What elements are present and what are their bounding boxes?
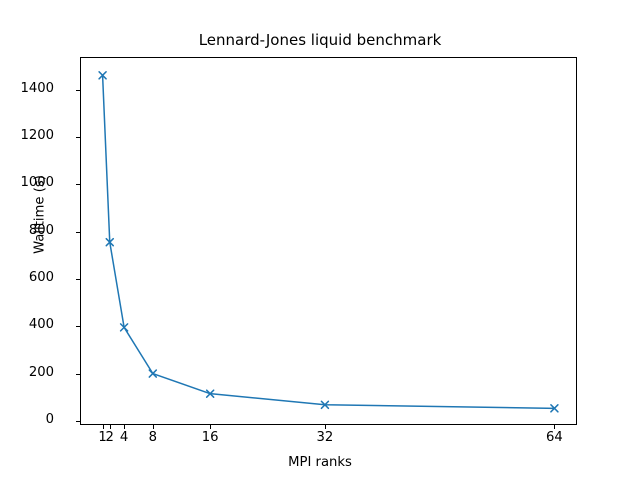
page-title: Lennard-Jones liquid benchmark bbox=[198, 31, 442, 49]
y-tick-mark bbox=[76, 184, 80, 186]
y-tick-label: 200 bbox=[28, 364, 54, 380]
x-tick-label: 8 bbox=[148, 430, 157, 445]
y-axis-label: Walltime (s) bbox=[32, 175, 48, 254]
data-point-marker bbox=[105, 237, 115, 247]
y-tick-label: 1000 bbox=[20, 175, 54, 191]
data-point-marker bbox=[98, 71, 107, 80]
plot-frame bbox=[80, 57, 577, 425]
y-tick-mark bbox=[76, 136, 80, 138]
y-tick-mark bbox=[76, 89, 80, 91]
series-canvas bbox=[98, 71, 559, 413]
x-tick-label: 32 bbox=[316, 430, 334, 445]
y-tick-mark bbox=[76, 326, 80, 328]
data-point-marker bbox=[320, 400, 330, 410]
y-tick-label: 0 bbox=[45, 411, 54, 427]
x-tick-mark bbox=[152, 425, 154, 429]
y-tick-mark bbox=[76, 420, 80, 422]
y-tick-mark bbox=[76, 278, 80, 280]
y-tick-label: 1200 bbox=[20, 127, 54, 143]
data-point-marker bbox=[550, 404, 559, 413]
y-tick-label: 800 bbox=[28, 222, 54, 238]
x-axis-label: MPI ranks bbox=[288, 455, 352, 470]
x-tick-mark bbox=[124, 425, 126, 429]
y-tick-label: 600 bbox=[28, 269, 54, 285]
x-tick-label: 1 bbox=[98, 430, 107, 445]
series-line bbox=[101, 74, 556, 410]
plot-area bbox=[80, 57, 577, 425]
walltime-series bbox=[98, 71, 559, 413]
x-tick-mark bbox=[324, 425, 326, 429]
data-point-marker bbox=[205, 389, 215, 398]
x-tick-label: 4 bbox=[119, 430, 129, 445]
x-tick-label: 16 bbox=[201, 430, 219, 445]
x-tick-mark bbox=[210, 425, 212, 429]
x-tick-label: 2 bbox=[105, 430, 114, 445]
data-point-marker bbox=[119, 323, 129, 332]
x-tick-mark bbox=[554, 425, 556, 429]
data-point-marker bbox=[148, 369, 158, 378]
y-tick-label: 1400 bbox=[20, 80, 54, 96]
x-tick-label: 64 bbox=[546, 430, 563, 445]
x-tick-mark bbox=[109, 425, 111, 429]
y-tick-mark bbox=[76, 231, 80, 233]
x-tick-mark bbox=[102, 425, 104, 429]
y-tick-mark bbox=[76, 373, 80, 375]
y-tick-label: 400 bbox=[28, 317, 54, 333]
